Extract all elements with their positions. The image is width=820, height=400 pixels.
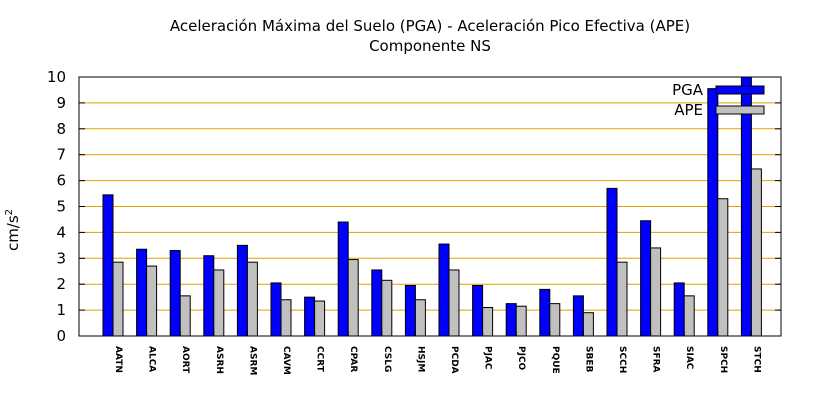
bar-ape	[650, 247, 662, 337]
bar-pga	[203, 255, 215, 337]
legend-swatch	[715, 105, 765, 115]
bar-ape	[616, 261, 628, 337]
y-tick-label: 4	[56, 223, 66, 241]
y-axis-label-unit: cm/s	[4, 215, 22, 251]
bar-ape	[448, 269, 460, 337]
bar-pga	[539, 288, 551, 337]
x-tick-label: PCDA	[449, 346, 459, 374]
bar-ape	[683, 295, 695, 337]
x-tick-label: SFRA	[651, 346, 661, 373]
x-tick-label: CCRT	[315, 346, 325, 373]
y-tick-label: 8	[56, 120, 66, 138]
x-ticks: AATN ALCA AORT ASRH ASRM CAVM CCRT CPAR CSLG HSJM…	[112, 331, 761, 375]
x-tick-label: SBEB	[583, 346, 593, 372]
bar-pga	[404, 284, 416, 337]
chart-title: Aceleración Máxima del Suelo (PGA) - Ace…	[170, 17, 690, 35]
x-tick-label: ASRM	[247, 346, 257, 375]
bar-ape	[750, 168, 762, 337]
bar-ape	[347, 259, 359, 337]
bar-pga	[438, 243, 450, 337]
x-tick-label: ASRH	[214, 346, 224, 374]
y-axis-label: cm/s2	[4, 209, 22, 251]
bar-pga	[505, 303, 517, 337]
bar-pga	[337, 221, 349, 337]
bar-ape	[549, 303, 561, 337]
legend-label: APE	[674, 101, 703, 119]
x-tick-label: AORT	[180, 346, 190, 374]
bar-pga	[606, 187, 618, 337]
bar-pga	[304, 296, 316, 337]
bars	[102, 76, 762, 337]
bar-ape	[246, 261, 258, 337]
legend-swatch	[715, 85, 765, 95]
bar-ape	[582, 312, 594, 337]
y-axis-label-superscript: 2	[4, 209, 15, 215]
bar-ape	[146, 265, 158, 337]
x-tick-label: CPAR	[348, 346, 358, 372]
x-tick-label: PJAC	[483, 346, 493, 370]
y-tick-label: 3	[56, 249, 66, 267]
bar-pga	[236, 244, 248, 337]
y-tick-label: 6	[56, 172, 66, 190]
bar-ape	[112, 261, 124, 337]
bar-pga	[740, 76, 752, 337]
y-tick-label: 9	[56, 94, 66, 112]
bar-ape	[717, 198, 729, 337]
x-tick-label: HSJM	[415, 346, 425, 372]
x-tick-label: AATN	[113, 346, 123, 373]
legend-label: PGA	[672, 81, 704, 99]
x-tick-label: SPCH	[718, 346, 728, 373]
bar-pga	[102, 194, 114, 337]
x-tick-label: CSLG	[382, 346, 392, 372]
bar-pga	[371, 269, 383, 337]
x-tick-label: ALCA	[147, 346, 157, 372]
x-tick-label: PJCO	[516, 346, 526, 371]
y-tick-label: 2	[56, 275, 66, 293]
bar-pga	[707, 88, 719, 337]
bar-ape	[414, 299, 426, 337]
bar-ape	[515, 305, 527, 337]
bar-ape	[179, 295, 191, 337]
y-tick-label: 1	[56, 301, 66, 319]
bar-pga	[169, 250, 181, 337]
x-tick-label: PQUE	[550, 346, 560, 374]
bar-pga	[136, 248, 148, 337]
bar-ape	[280, 299, 292, 337]
x-tick-label: SCCH	[617, 346, 627, 373]
bar-pga	[640, 220, 652, 337]
bar-ape	[482, 307, 494, 337]
bar-pga	[572, 295, 584, 337]
x-tick-label: STCH	[751, 346, 761, 373]
y-tick-label: 10	[47, 68, 66, 86]
legend: PGA APE	[672, 81, 765, 119]
x-tick-label: CAVM	[281, 346, 291, 375]
bar-pga	[673, 282, 685, 337]
y-tick-label: 0	[56, 327, 66, 345]
bar-pga	[472, 284, 484, 337]
chart-subtitle: Componente NS	[369, 37, 491, 55]
x-tick-label: SIAC	[684, 346, 694, 370]
bar-ape	[213, 269, 225, 337]
y-ticks: 0 1 2 3 4 5 6 7 8 9 10	[47, 68, 781, 345]
bar-ape	[314, 300, 326, 337]
gridlines	[79, 102, 781, 311]
bar-pga	[270, 282, 282, 337]
y-tick-label: 5	[56, 198, 66, 216]
y-tick-label: 7	[56, 146, 66, 164]
bar-ape	[381, 279, 393, 337]
